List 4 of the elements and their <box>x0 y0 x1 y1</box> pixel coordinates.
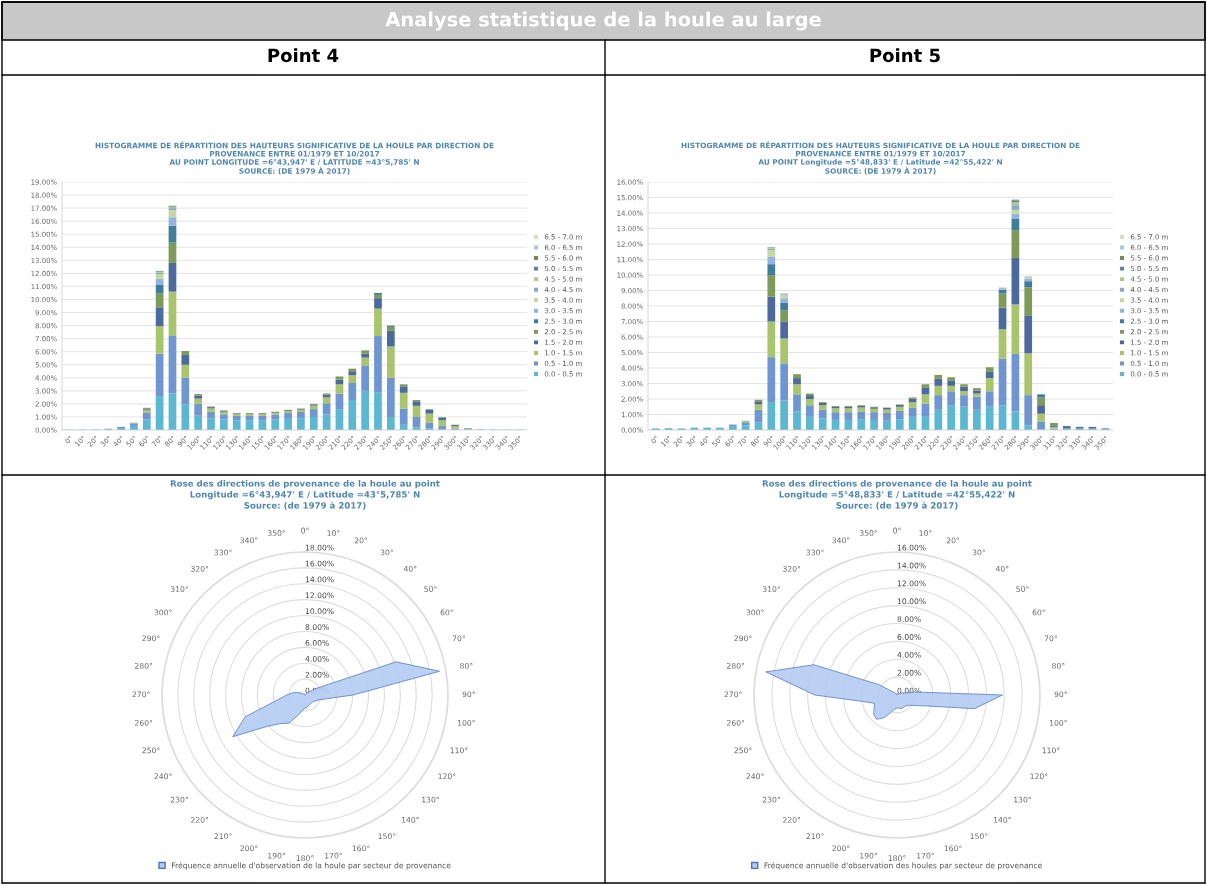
text: Point 4 <box>268 48 339 63</box>
text: Point 5 <box>870 48 940 63</box>
chart-title: Rose des directions de provenance de la houle au point Longitude =5°48,833' E / Latitude =42°55,422' N Source: (de 1979 à 2017) <box>762 480 1032 510</box>
chart-title: Rose des directions de provenance de la houle au point Longitude =6°43,947' E / Latitude =43°5,785' N Source: (de 1979 à 2017) <box>170 480 440 510</box>
